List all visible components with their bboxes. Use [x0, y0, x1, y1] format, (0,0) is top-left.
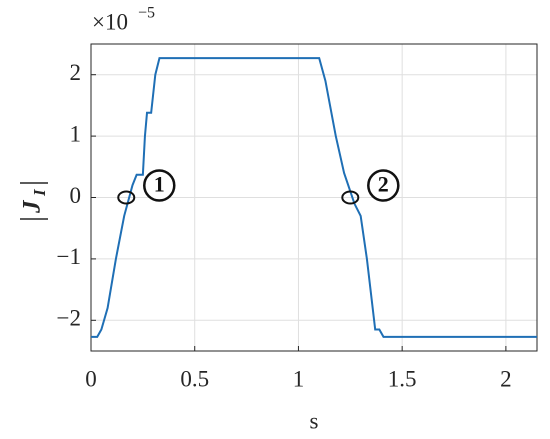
y-tick-label: −2 — [57, 306, 81, 331]
y-label-sub: I — [30, 188, 49, 197]
y-tick-label: −1 — [57, 244, 81, 269]
x-tick-label: 0 — [85, 366, 97, 391]
annotation-label: 1 — [154, 172, 165, 197]
y-tick-label: 2 — [70, 60, 82, 85]
x-axis-label: s — [310, 408, 319, 433]
y-multiplier: ×10 — [92, 9, 128, 34]
annotation-marker — [341, 190, 360, 205]
annotation-label: 2 — [378, 172, 389, 197]
x-tick-label: 2 — [500, 366, 512, 391]
x-tick-label: 1 — [293, 366, 305, 391]
data-line — [91, 57, 537, 338]
x-tick-label: 0.5 — [180, 366, 209, 391]
x-tick-label: 1.5 — [388, 366, 417, 391]
annotation-badge — [367, 169, 400, 202]
annotation-marker — [117, 190, 136, 205]
annotation-badge — [143, 169, 176, 202]
y-multiplier-exponent: −5 — [138, 5, 155, 22]
y-label-main: J — [19, 199, 46, 214]
y-tick-label: 1 — [70, 121, 82, 146]
axes-box — [90, 43, 538, 352]
y-axis-label: J I — [19, 182, 49, 220]
y-tick-label: 0 — [70, 183, 82, 208]
